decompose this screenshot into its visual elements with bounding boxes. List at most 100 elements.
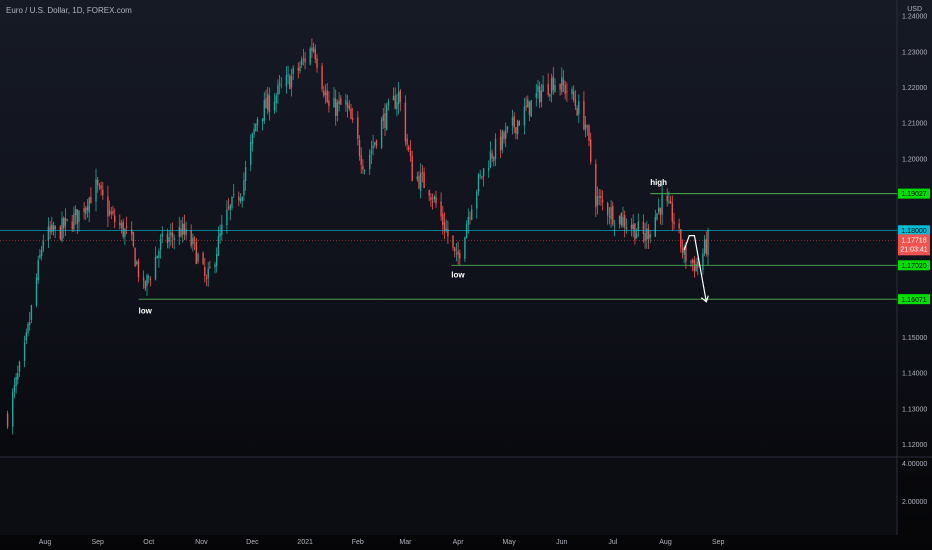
candle-body (171, 232, 174, 238)
candle-body (423, 172, 425, 188)
y-tick-label: 1.24000 (902, 14, 927, 21)
candle-body (418, 175, 420, 189)
candle-body (574, 99, 577, 107)
indicator-tick-label: 2.00000 (902, 499, 927, 506)
candle-body (86, 206, 89, 211)
candle-body (488, 168, 490, 171)
candle-body (435, 196, 437, 204)
candle-body (51, 224, 53, 233)
indicator-tick-label: 4.00000 (902, 461, 927, 468)
candle-body (637, 221, 639, 232)
candle-body (360, 155, 362, 165)
candle-body (499, 136, 502, 151)
candle-body (142, 277, 145, 281)
candle-body (692, 259, 694, 263)
candle-body (387, 101, 390, 106)
candle-body (299, 66, 301, 72)
candle-body (90, 196, 92, 204)
candle-body (482, 168, 485, 177)
candle-body (309, 48, 311, 65)
y-tick-label: 1.14000 (902, 371, 927, 378)
candle-body (323, 90, 325, 96)
candle-body (554, 84, 556, 92)
candle-body (601, 199, 604, 203)
candle-body (392, 95, 395, 101)
candle-body (428, 190, 430, 196)
candle-body (669, 201, 672, 204)
candle-body (459, 253, 461, 259)
candle-body (394, 95, 396, 109)
candle-body (278, 83, 281, 85)
candle-body (630, 224, 633, 229)
candle-body (73, 213, 75, 230)
arrow-head (700, 295, 709, 303)
candle-body (156, 255, 158, 259)
last-price-badge (898, 234, 930, 256)
candle-body (219, 233, 221, 237)
candle-body (445, 228, 447, 231)
candle-body (549, 93, 551, 97)
candle-body (166, 233, 169, 244)
candle-body (263, 100, 265, 121)
candle-body (183, 223, 186, 234)
candle-body (13, 384, 16, 392)
candle-body (443, 222, 446, 232)
candle-body (457, 251, 459, 255)
candle-body (646, 228, 648, 240)
candle-body (154, 257, 157, 280)
candle-body (467, 217, 469, 225)
candle-body (697, 261, 699, 268)
x-tick-label: Jun (556, 539, 567, 546)
candle-body (703, 239, 706, 254)
y-tick-label: 1.12000 (902, 442, 927, 449)
indicator-pane (0, 457, 897, 535)
candle-body (503, 132, 505, 140)
candle-body (455, 253, 458, 255)
candle-body (622, 216, 624, 227)
candle-body (159, 238, 162, 250)
candle-body (124, 228, 126, 238)
candle-body (204, 266, 206, 277)
candle-body (268, 95, 271, 113)
candle-body (659, 208, 662, 215)
candle-body (447, 229, 449, 237)
candle-body (357, 117, 359, 139)
candle-body (440, 201, 442, 217)
candle-body (583, 100, 585, 130)
candle-body (280, 84, 282, 86)
candle-body (345, 100, 347, 105)
candle-body (523, 106, 526, 126)
candle-body (23, 342, 26, 361)
candle-body (170, 232, 172, 236)
candle-body (311, 47, 313, 51)
candle-body (479, 174, 481, 176)
candle-body (108, 210, 111, 215)
candle-body (352, 118, 354, 120)
x-tick-label: Dec (246, 539, 259, 546)
candle-body (620, 213, 622, 226)
candle-body (112, 210, 114, 214)
candle-body (265, 98, 267, 109)
candle-body (595, 163, 597, 208)
candle-body (386, 104, 388, 131)
candle-body (469, 217, 471, 219)
candle-body (290, 75, 293, 88)
annotation-label: high (650, 178, 667, 187)
candle-body (600, 196, 602, 199)
candle-body (515, 127, 517, 134)
candle-body (312, 47, 315, 52)
candle-body (207, 268, 209, 279)
x-tick-label: Feb (352, 539, 364, 546)
candle-body (231, 196, 233, 208)
candle-body (380, 119, 383, 148)
candle-body (550, 78, 553, 94)
y-tick-label: 1.20000 (902, 156, 927, 163)
candle-body (71, 221, 73, 230)
candle-body (192, 237, 194, 245)
candle-body (15, 377, 17, 387)
candle-body (673, 221, 675, 225)
candle-body (406, 138, 408, 145)
candle-body (369, 154, 371, 170)
